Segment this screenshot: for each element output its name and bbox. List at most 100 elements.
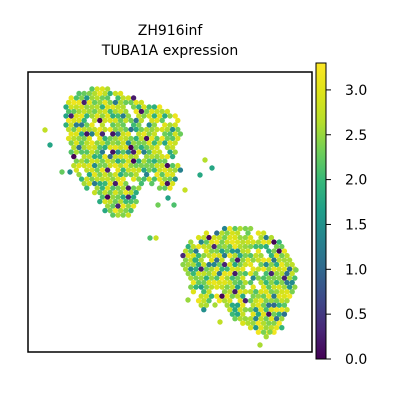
expression-spot [164, 126, 171, 133]
expression-spot [115, 113, 121, 119]
expression-spot [229, 302, 236, 308]
expression-spot [237, 234, 243, 241]
expression-spot [94, 149, 100, 155]
expression-spot [234, 257, 241, 263]
expression-spot [260, 230, 267, 236]
expression-spot [271, 320, 277, 326]
expression-spot [247, 270, 254, 277]
expression-spot [115, 131, 121, 137]
expression-spot [268, 307, 275, 313]
expression-spot [112, 90, 119, 97]
expression-spot [167, 113, 173, 119]
expression-spot [263, 325, 269, 331]
expression-spot [112, 162, 119, 169]
expression-spot [97, 153, 103, 160]
expression-spot [149, 180, 155, 187]
expression-spot [276, 284, 282, 290]
expression-spot [76, 117, 82, 124]
expression-spot [99, 167, 106, 173]
expression-spot [130, 158, 137, 164]
expression-spot [250, 311, 256, 317]
expression-spot [169, 144, 176, 151]
expression-spot [117, 144, 124, 151]
expression-spot [240, 248, 246, 254]
expression-spot [162, 122, 168, 128]
expression-spot [138, 144, 145, 151]
expression-spot [271, 311, 277, 317]
expression-spot [120, 104, 126, 110]
expression-spot [102, 99, 108, 106]
expression-spot [143, 126, 150, 133]
colorbar-tick-label: 1.5 [345, 217, 367, 233]
expression-spot [102, 108, 108, 115]
expression-spot [107, 144, 113, 151]
expression-spot [247, 252, 254, 259]
expression-spot [195, 243, 202, 250]
expression-spot [172, 131, 178, 137]
expression-spot [97, 90, 103, 97]
expression-spot [279, 270, 285, 277]
expression-spot [273, 252, 280, 259]
expression-spot [102, 90, 108, 97]
expression-spot [284, 289, 290, 295]
expression-spot [266, 320, 272, 326]
expression-spot [68, 122, 74, 128]
expression-spot [182, 187, 188, 193]
expression-spot [195, 234, 202, 241]
expression-spot [216, 270, 223, 277]
expression-spot [229, 248, 236, 254]
expression-spot [219, 266, 225, 272]
expression-spot [273, 316, 280, 322]
expression-spot [255, 302, 262, 308]
expression-spot [182, 257, 189, 263]
expression-spot [273, 325, 280, 331]
expression-spot [128, 117, 134, 124]
expression-spot [208, 248, 215, 254]
expression-spot [112, 99, 119, 106]
expression-spot [234, 266, 241, 272]
expression-spot [237, 307, 243, 313]
expression-spot [115, 167, 121, 173]
expression-spot [162, 131, 168, 137]
expression-spot [141, 176, 147, 182]
expression-spot [154, 135, 160, 142]
expression-spot [182, 248, 189, 254]
expression-spot [117, 207, 124, 214]
expression-spot [128, 144, 134, 151]
expression-spot [94, 95, 100, 101]
expression-spot [203, 275, 210, 281]
expression-spot [133, 153, 139, 160]
expression-spot [206, 252, 212, 259]
expression-spot [123, 153, 129, 160]
expression-spot [117, 171, 124, 178]
expression-spot [141, 113, 147, 119]
expression-spot [219, 257, 225, 263]
expression-spot [151, 158, 158, 164]
expression-spot [237, 279, 243, 286]
expression-spot [219, 239, 225, 245]
expression-spot [115, 203, 121, 209]
expression-spot [107, 162, 113, 169]
expression-spot [104, 140, 111, 146]
expression-spot [286, 293, 293, 299]
expression-spot [263, 307, 269, 313]
expression-spot [169, 162, 176, 169]
expression-spot [201, 270, 207, 277]
expression-spot [260, 275, 267, 281]
expression-spot [107, 207, 113, 214]
expression-spot [271, 239, 277, 245]
expression-spot [146, 140, 152, 146]
expression-spot [102, 171, 108, 178]
colorbar-tick-label: 1.0 [345, 262, 367, 278]
expression-spot [268, 289, 275, 295]
expression-spot [107, 99, 113, 106]
expression-spot [286, 266, 293, 272]
expression-spot [133, 135, 139, 142]
expression-spot [221, 298, 228, 304]
expression-spot [86, 126, 93, 133]
expression-spot [97, 126, 103, 133]
expression-spot [68, 95, 74, 101]
expression-spot [195, 252, 202, 259]
expression-spot [86, 99, 93, 106]
expression-spot [221, 234, 228, 241]
